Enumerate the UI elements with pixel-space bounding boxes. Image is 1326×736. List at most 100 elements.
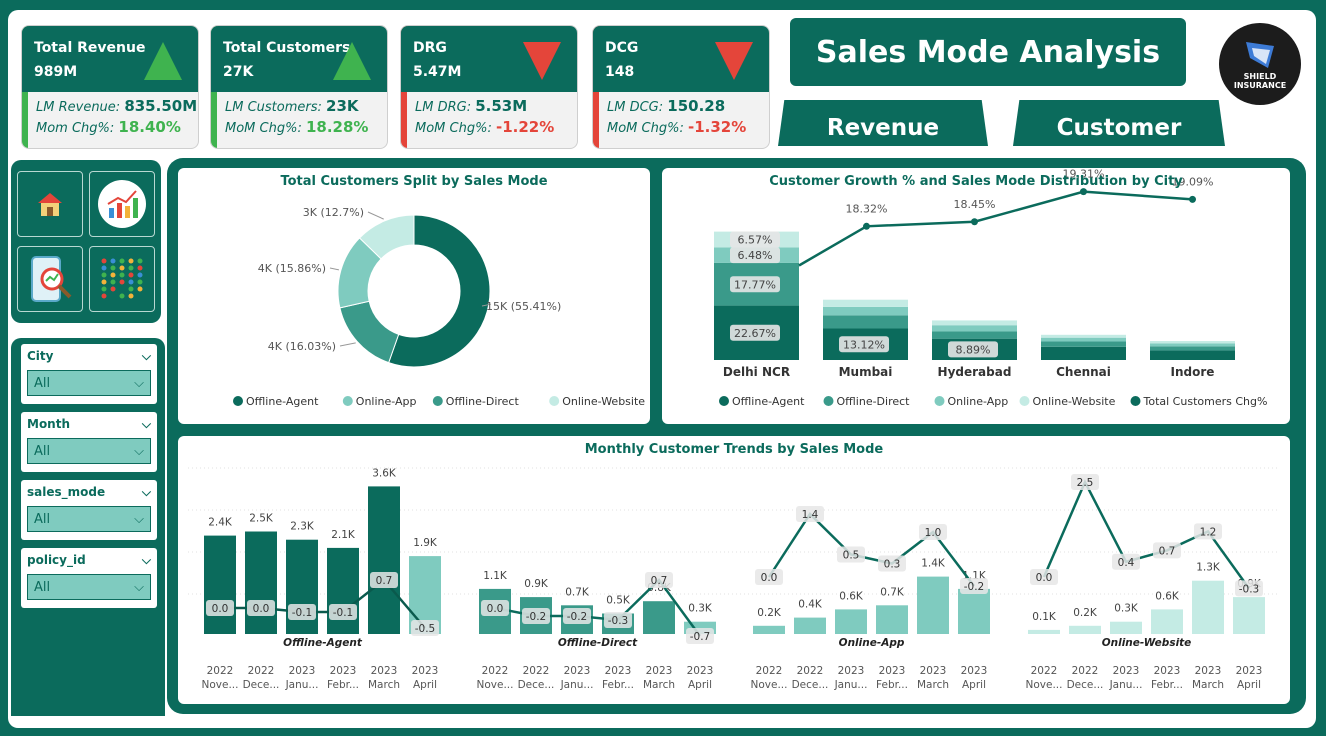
tab-customer[interactable]: Customer	[1013, 100, 1225, 146]
tab-revenue[interactable]: Revenue	[778, 100, 988, 146]
legend-label: Offline-Direct	[837, 395, 911, 408]
trend-line-label-box	[1194, 523, 1222, 540]
stacked-bar-segment	[823, 299, 908, 307]
sales-mode-select[interactable]: All ⌵	[27, 506, 151, 532]
trend-line-label: -0.1	[292, 607, 313, 619]
kpi-lm-value: 23K	[326, 97, 359, 115]
matrix-dot	[128, 286, 134, 292]
trend-bar-label: 0.2K	[1073, 607, 1098, 619]
year-axis-label: 2023	[1113, 665, 1140, 677]
nav-panel	[11, 160, 161, 323]
filter-month: Month ⌵ All ⌵	[21, 412, 157, 472]
trend-line-label: 0.7	[1159, 545, 1176, 557]
month-axis-label: Febr...	[1151, 679, 1183, 691]
filter-city: City ⌵ All ⌵	[21, 344, 157, 404]
trend-line-label: 1.2	[1200, 526, 1217, 538]
filter-sales-mode: sales_mode ⌵ All ⌵	[21, 480, 157, 540]
matrix-dot	[119, 293, 125, 299]
trend-bar	[958, 588, 990, 634]
kpi-value: 27K	[223, 64, 254, 80]
legend-label: Online-App	[948, 395, 1009, 408]
trend-bar	[327, 547, 359, 634]
year-axis-label: 2023	[961, 665, 988, 677]
trend-line	[1042, 479, 1251, 590]
donut-data-label: 4K (15.86%)	[258, 262, 326, 275]
trend-bar-label: 2.5K	[249, 513, 274, 525]
data-label-box	[730, 231, 780, 248]
chevron-down-icon[interactable]: ⌵	[141, 485, 151, 499]
policy-id-select[interactable]: All ⌵	[27, 574, 151, 600]
stacked-bar-segment	[1150, 341, 1235, 344]
trend-line-label: -0.2	[526, 611, 547, 623]
up-arrow-icon	[144, 42, 182, 80]
growth-point	[1189, 195, 1196, 203]
legend-label: Offline-Agent	[732, 395, 805, 408]
trend-line-label: 0.5	[843, 550, 860, 562]
trend-line-label-box	[329, 604, 357, 620]
kpi-lm-label: LM Revenue:	[36, 100, 121, 115]
trend-bar	[368, 486, 400, 634]
month-axis-label: April	[962, 679, 986, 691]
group-name-label: Online-Website	[1102, 637, 1192, 649]
leader-line	[481, 303, 491, 307]
month-axis-label: Nove...	[751, 679, 788, 691]
matrix-dot	[101, 286, 107, 292]
legend-marker	[823, 396, 834, 406]
chevron-down-icon[interactable]: ⌵	[141, 349, 151, 363]
month-axis-label: Febr...	[602, 679, 634, 691]
nav-home-button[interactable]	[17, 171, 83, 237]
legend-label: Offline-Direct	[446, 395, 520, 408]
month-axis-label: March	[1192, 679, 1224, 691]
nav-details-button[interactable]	[89, 246, 155, 312]
leader-line	[329, 267, 340, 271]
up-arrow-icon	[333, 42, 371, 80]
trend-bar	[1151, 609, 1183, 634]
nav-analytics-button[interactable]	[17, 246, 83, 312]
trend-line-label: 0.7	[651, 575, 668, 587]
growth-point	[863, 222, 870, 230]
filter-label: Month	[27, 417, 71, 431]
trend-bar-label: 3.6K	[372, 467, 397, 479]
trend-line-label-box	[288, 604, 316, 620]
trend-line-label-box	[563, 608, 591, 624]
kpi-chg-value: -1.32%	[687, 118, 747, 136]
year-axis-label: 2023	[1236, 665, 1263, 677]
data-label-box	[948, 341, 998, 358]
matrix-dot	[101, 272, 107, 278]
company-logo: SHIELD INSURANCE	[1219, 23, 1301, 105]
trend-line-label: -0.3	[608, 615, 629, 627]
trend-line-label: -0.7	[690, 631, 711, 643]
trend-bar-label: 0.6K	[1155, 590, 1180, 602]
trend-bar-label: 0.7K	[880, 586, 905, 598]
kpi-lm-value: 5.53M	[475, 97, 528, 115]
month-axis-label: March	[368, 679, 400, 691]
trend-line-label: -0.2	[567, 611, 588, 623]
year-axis-label: 2022	[482, 665, 509, 677]
nav-growth-button[interactable]	[89, 171, 155, 237]
select-value: All	[34, 579, 51, 595]
trend-line-label-box	[1071, 474, 1099, 490]
trend-line-label: -0.3	[1239, 583, 1260, 595]
month-axis-label: Nove...	[1026, 679, 1063, 691]
chevron-down-icon[interactable]: ⌵	[141, 417, 151, 431]
trend-line-label-box	[1112, 553, 1140, 570]
stacked-bar-segment	[1041, 346, 1126, 360]
month-axis-label: Janu...	[834, 679, 868, 691]
kpi-chg-label: MoM Chg%:	[607, 121, 684, 136]
growth-data-label: 19.09%	[1172, 175, 1214, 188]
donut-chart: 15K (55.41%) 4K (16.03%) 4K (15.86%) 3K (12…	[233, 206, 645, 408]
city-select[interactable]: All ⌵	[27, 370, 151, 396]
kpi-value: 989M	[34, 64, 78, 80]
legend-marker	[719, 396, 729, 406]
month-axis-label: Dece...	[243, 679, 280, 691]
kpi-total-revenue: Total Revenue 989M LM Revenue: 835.50M M…	[21, 25, 199, 149]
trend-bar-label: 2.4K	[208, 517, 233, 529]
group-name-label: Offline-Agent	[283, 637, 363, 649]
month-select[interactable]: All ⌵	[27, 438, 151, 464]
matrix-dot	[128, 258, 134, 264]
trend-line-label: 1.0	[925, 527, 942, 539]
matrix-dot	[101, 293, 107, 299]
donut-slice	[358, 214, 415, 260]
bar-data-label: 6.57%	[738, 234, 773, 247]
chevron-down-icon[interactable]: ⌵	[141, 553, 151, 567]
